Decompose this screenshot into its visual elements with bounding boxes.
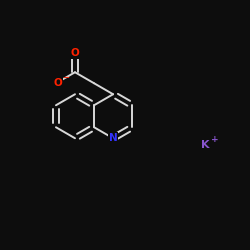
Text: −: − bbox=[62, 73, 69, 82]
Text: +: + bbox=[211, 135, 218, 144]
Text: O: O bbox=[54, 78, 62, 88]
Text: K: K bbox=[201, 140, 209, 150]
Text: N: N bbox=[109, 133, 118, 143]
Text: O: O bbox=[70, 48, 79, 58]
